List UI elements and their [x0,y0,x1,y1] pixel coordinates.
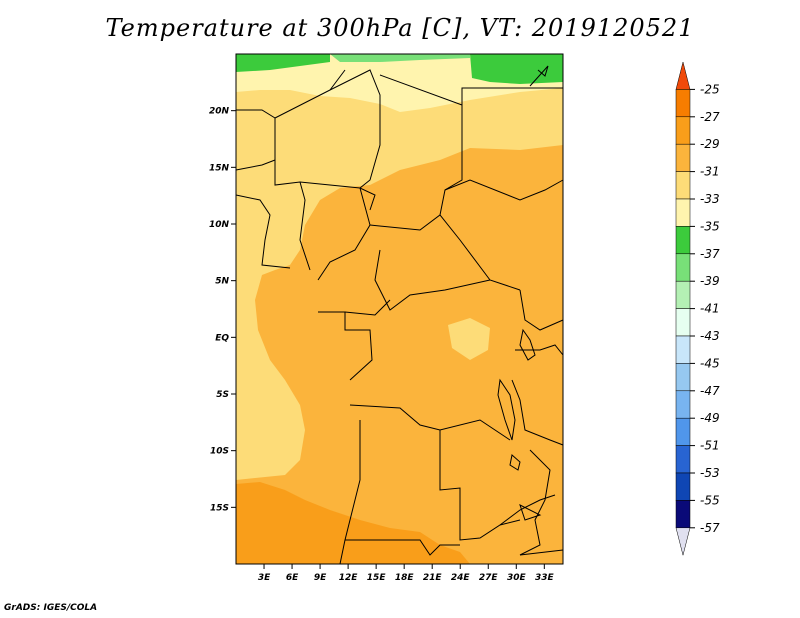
colorbar-swatch [675,61,691,90]
lat-tick-label: 5S [216,390,229,400]
lat-tick-label: 10S [210,447,229,457]
map-frame [235,53,564,565]
colorbar-label: -39 [700,274,720,288]
lon-tick-label: 21E [423,573,443,583]
colorbar-label: -49 [700,411,720,425]
lon-tick-label: 6E [286,573,299,583]
credit-label: GrADS: IGES/COLA [4,603,98,613]
field-north-green-3 [330,54,470,62]
colorbar-label: -35 [700,219,720,233]
colorbar-swatch [675,171,691,200]
colorbar-label: -37 [700,247,720,261]
lon-tick-label: 3E [258,573,271,583]
lat-tick-label: 15N [209,163,230,173]
colorbar-swatch [675,445,691,474]
colorbar-swatch [675,143,691,172]
colorbar-label: -41 [700,302,720,316]
lon-tick-label: 24E [451,573,471,583]
lon-tick-label: 18E [395,573,415,583]
lat-tick-label: EQ [215,333,229,343]
lon-tick-label: 27E [479,573,499,583]
colorbar-label: -33 [700,192,720,206]
colorbar-label: -29 [700,137,720,151]
colorbar-swatch [675,527,691,556]
longitude-ticks: 3E 6E 9E 12E 15E 18E 21E 24E 27E 30E 33E [258,564,555,583]
colorbar-swatch [675,89,691,118]
colorbar-label: -27 [700,110,720,124]
colorbar-swatch [675,116,691,145]
colorbar-swatch [675,198,691,227]
colorbar-swatch [675,363,691,392]
colorbar-label: -47 [700,384,720,398]
colorbar-swatch [675,308,691,337]
colorbar-label: -31 [700,165,720,179]
map-panel [235,53,564,565]
map-title: Temperature at 300hPa [C], VT: 201912052… [105,14,695,42]
colorbar-swatch [675,226,691,255]
colorbar-label: -53 [700,466,720,480]
latitude-ticks: 20N 15N 10N 5N EQ 5S 10S 15S [209,107,236,513]
lon-tick-label: 15E [367,573,387,583]
lat-tick-label: 15S [210,503,229,513]
lat-tick-label: 20N [209,107,230,117]
lat-tick-label: 5N [215,277,229,287]
colorbar-label: -55 [700,493,720,507]
colorbar-swatch [675,500,691,529]
lon-tick-label: 30E [507,573,527,583]
field-south-dark [236,482,470,564]
colorbar-label: -51 [700,439,720,453]
field-north-green-2 [470,54,563,84]
lon-tick-label: 33E [535,573,555,583]
lon-tick-label: 12E [339,573,359,583]
colorbar-swatch [675,417,691,446]
lat-tick-label: 10N [209,220,230,230]
colorbar: -25 -27 -29 -31 -33 -35 -37 -39 -41 -43 -45 -47 -49 -… [675,61,720,556]
field-west-light [236,54,563,480]
colorbar-label: -25 [700,82,720,96]
colorbar-swatch [675,280,691,309]
country-borders [235,69,564,565]
colorbar-swatch [675,390,691,419]
colorbar-label: -57 [700,521,720,535]
field-central-patch [448,318,490,360]
colorbar-label: -43 [700,329,720,343]
colorbar-swatch [675,335,691,364]
field-north-green [236,54,330,72]
lon-tick-label: 9E [314,573,327,583]
colorbar-swatch [675,472,691,501]
lakes [497,65,549,521]
colorbar-swatch [675,253,691,282]
colorbar-label: -45 [700,356,720,370]
